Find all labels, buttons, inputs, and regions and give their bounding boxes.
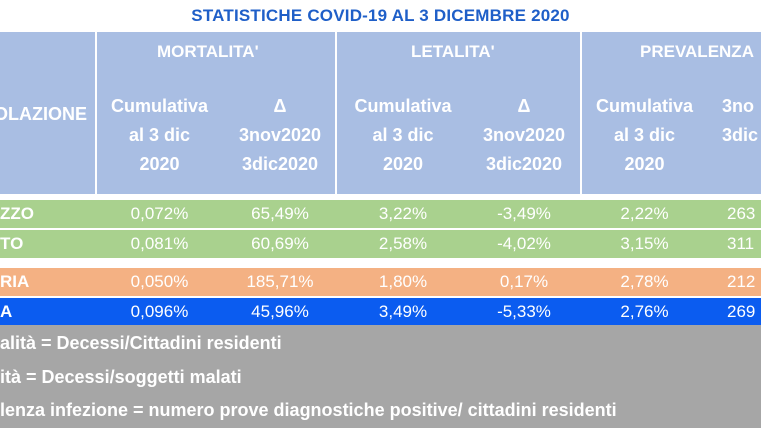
- cell-name: RIA: [0, 272, 30, 291]
- table-row: TO 0,081% 60,69% 2,58% -4,02% 3,15% 311: [0, 228, 761, 258]
- cell-prev-cum: 2,78%: [620, 272, 669, 291]
- cell-let-delta: -5,33%: [497, 302, 551, 321]
- cell-name: A: [0, 302, 13, 321]
- footnotes: alità = Decessi/Cittadini residenti ità …: [0, 325, 761, 428]
- cell-let-cum: 3,22%: [378, 204, 428, 223]
- note-prevalence: lenza infezione = numero prove diagnosti…: [0, 400, 617, 420]
- prevalence-header: PREVALENZA: [640, 42, 754, 61]
- mortality-header: MORTALITA': [157, 42, 259, 61]
- cell-prev-delta: 263: [727, 204, 756, 223]
- cell-prev-cum: 2,76%: [620, 302, 669, 321]
- table-row: ZZO 0,072% 65,49% 3,22% -3,49% 2,22% 263: [0, 198, 761, 228]
- cell-mort-delta: 185,71%: [246, 272, 314, 291]
- cell-let-delta: -3,49%: [497, 204, 551, 223]
- cell-mort-cum: 0,081%: [130, 234, 189, 253]
- cell-prev-cum: 2,22%: [620, 204, 669, 223]
- cell-name: TO: [0, 234, 24, 253]
- column-divider: [335, 32, 337, 194]
- lethality-delta-header: Δ 3nov2020 3dic2020: [482, 96, 566, 174]
- cell-mort-delta: 60,69%: [251, 234, 309, 253]
- cell-let-cum: 2,58%: [378, 234, 428, 253]
- cell-mort-delta: 45,96%: [251, 302, 309, 321]
- cell-prev-delta: 269: [727, 302, 756, 321]
- page-title: STATISTICHE COVID-19 AL 3 DICEMBRE 2020: [191, 6, 570, 25]
- cell-mort-cum: 0,072%: [130, 204, 189, 223]
- population-header: OLAZIONE: [0, 104, 87, 124]
- prevalence-cumulative-header: Cumulativa al 3 dic 2020: [595, 96, 694, 174]
- lethality-cumulative-header: Cumulativa al 3 dic 2020: [354, 96, 452, 174]
- cell-let-delta: -4,02%: [497, 234, 551, 253]
- cell-mort-cum: 0,096%: [130, 302, 189, 321]
- mortality-cumulative-header: Cumulativa al 3 dic 2020: [110, 96, 209, 174]
- column-divider: [95, 32, 97, 194]
- cell-let-cum: 1,80%: [378, 272, 428, 291]
- cell-let-cum: 3,49%: [378, 302, 428, 321]
- column-divider: [580, 32, 582, 194]
- note-lethality: ità = Decessi/soggetti malati: [0, 367, 242, 387]
- cell-mort-delta: 65,49%: [251, 204, 309, 223]
- table-row: A 0,096% 45,96% 3,49% -5,33% 2,76% 269: [0, 296, 761, 326]
- mortality-delta-header: Δ 3nov2020 3dic2020: [238, 96, 322, 174]
- prevalence-delta-header: 3no 3dic: [722, 96, 759, 145]
- cell-let-delta: 0,17%: [499, 272, 549, 291]
- cell-name: ZZO: [0, 204, 34, 223]
- cell-prev-delta: 212: [727, 272, 756, 291]
- cell-prev-delta: 311: [727, 234, 755, 253]
- cell-prev-cum: 3,15%: [620, 234, 669, 253]
- note-mortality: alità = Decessi/Cittadini residenti: [0, 333, 282, 353]
- lethality-header: LETALITA': [411, 42, 495, 61]
- table-row: RIA 0,050% 185,71% 1,80% 0,17% 2,78% 212: [0, 266, 761, 296]
- table-header: [0, 32, 761, 194]
- cell-mort-cum: 0,050%: [130, 272, 189, 291]
